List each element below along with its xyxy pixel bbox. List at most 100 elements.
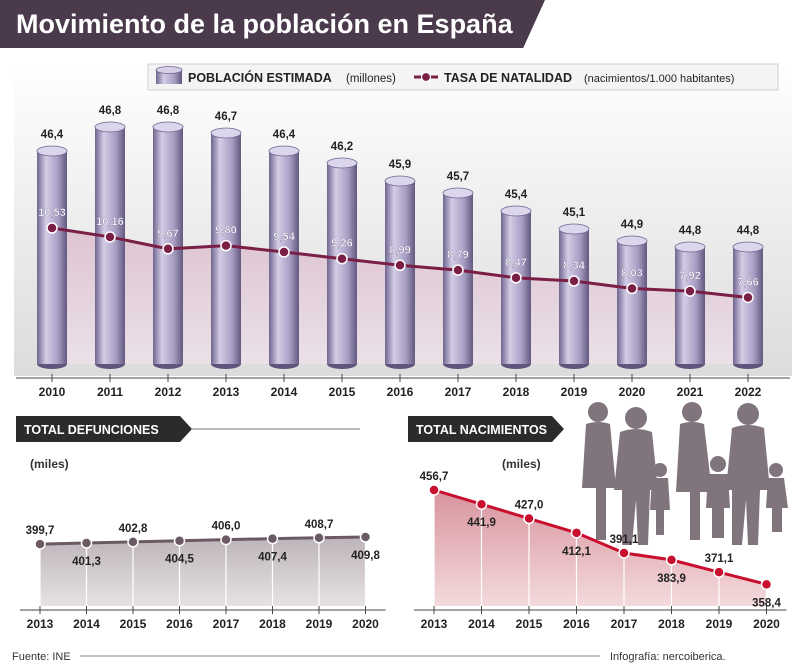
birthrate-label-2021: 7,92 (679, 270, 700, 282)
population-bar-body (443, 193, 473, 364)
deaths-x-tick-label-2019: 2019 (306, 617, 333, 631)
deaths-x-tick-label-2020: 2020 (352, 617, 379, 631)
births-label-2018: 383,9 (657, 573, 686, 585)
birthrate-label-2014: 9,54 (273, 231, 295, 243)
births-x-tick-label-2020: 2020 (753, 617, 780, 631)
deaths-x-tick-label-2018: 2018 (259, 617, 286, 631)
birthrate-point-2012 (162, 243, 174, 255)
births-line (433, 488, 767, 586)
birthrate-point-2018 (510, 272, 522, 284)
main-x-tick-label-2018: 2018 (503, 385, 530, 399)
population-bar-cap (442, 187, 474, 199)
deaths-title-tab (16, 416, 192, 442)
births-point-2019 (713, 566, 725, 578)
population-bar-2018 (500, 205, 532, 369)
births-x-tick-label-2014: 2014 (468, 617, 495, 631)
legend-population-label: POBLACIÓN ESTIMADA (188, 70, 332, 85)
legend-box (147, 63, 779, 91)
population-bar-2021 (674, 241, 706, 369)
births-point-2020 (760, 578, 773, 591)
population-label-2021: 44,8 (679, 225, 702, 237)
population-bar-body (95, 127, 125, 364)
birthrate-point-2013 (220, 239, 232, 252)
births-x-tick-label-2018: 2018 (658, 617, 685, 631)
birthrate-label-2018: 8,47 (505, 257, 526, 269)
birthrate-point-2011 (104, 231, 116, 243)
source-note: Fuente: INE (12, 651, 71, 663)
deaths-x-tick-label-2014: 2014 (73, 617, 100, 631)
population-bar-2020 (616, 235, 648, 369)
deaths-label-2015: 402,8 (119, 523, 148, 535)
credit-note: Infografía: nercoiberica. (610, 651, 726, 663)
deaths-point-2016 (173, 534, 186, 547)
births-x-tick-label-2019: 2019 (706, 617, 733, 631)
births-series: 456,7 441,9 427,0 412,1 391,1 383,9 371,1 358,4… (414, 471, 787, 631)
deaths-title: TOTAL DEFUNCIONES (24, 423, 159, 437)
deaths-line (39, 535, 366, 546)
page-title: Movimiento de la población en España (0, 0, 545, 48)
birthrate-label-2019: 8,34 (563, 260, 585, 272)
birthrate-label-2011: 10,16 (96, 216, 124, 228)
population-label-2020: 44,9 (621, 219, 643, 231)
birthrate-point-2022 (742, 291, 754, 304)
main-x-tick-label-2014: 2014 (271, 385, 298, 399)
deaths-area-fill (40, 537, 366, 606)
births-point-2016 (570, 527, 583, 539)
births-label-2013: 456,7 (420, 471, 449, 483)
births-x-tick-label-2013: 2013 (421, 617, 448, 631)
births-unit: (miles) (502, 457, 541, 471)
population-bar-cap (94, 121, 126, 133)
deaths-label-2018: 407,4 (258, 552, 287, 564)
population-bar-body (501, 211, 531, 364)
birthrate-point-2016 (394, 259, 406, 272)
population-bar-cap (268, 145, 300, 157)
legend-birthrate-label: TASA DE NATALIDAD (444, 71, 572, 85)
deaths-point-2019 (313, 532, 325, 544)
deaths-series: 399,7 401,3 402,8 404,5 406,0 407,4 408,7 409,8… (20, 519, 386, 631)
population-label-2013: 46,7 (215, 111, 237, 123)
births-label-2019: 371,1 (705, 553, 734, 565)
deaths-point-2015 (127, 536, 139, 548)
main-x-axis: 2010 2011 2012 2013 2014 2015 2016 2017 2018 2019… (16, 374, 790, 399)
population-label-2019: 45,1 (563, 207, 586, 219)
deaths-x-tick-label-2017: 2017 (213, 617, 240, 631)
population-bar-cap (500, 205, 532, 217)
main-x-tick-label-2011: 2011 (97, 385, 123, 399)
births-label-2017: 391,1 (610, 534, 639, 546)
family-silhouette-illustration (582, 402, 788, 545)
legend-birthrate-unit: (nacimientos/1.000 habitantes) (584, 73, 734, 85)
population-bar-cap (384, 175, 416, 187)
deaths-x-tick-label-2016: 2016 (166, 617, 193, 631)
birthrate-label-2012: 9,67 (157, 228, 178, 240)
deaths-point-2014 (80, 537, 93, 549)
population-bar-2017 (442, 187, 474, 369)
births-point-2015 (523, 512, 535, 525)
deaths-point-2020 (359, 531, 372, 543)
births-title: TOTAL NACIMIENTOS (416, 423, 547, 437)
main-x-tick-label-2012: 2012 (155, 385, 182, 399)
main-x-tick-label-2010: 2010 (39, 385, 66, 399)
population-bar-2010 (36, 145, 68, 369)
population-label-2016: 45,9 (389, 159, 411, 171)
birthrate-point-2021 (684, 285, 696, 297)
legend-population-unit: (millones) (346, 73, 396, 85)
population-bar-cap (732, 241, 764, 253)
births-x-tick-label-2017: 2017 (611, 617, 638, 631)
births-chart: TOTAL NACIMIENTOS (miles) 456, (408, 402, 788, 631)
deaths-label-2014: 401,3 (72, 556, 101, 568)
births-x-tick-label-2015: 2015 (516, 617, 543, 631)
deaths-point-2018 (266, 532, 279, 545)
birthrate-label-2015: 9,26 (331, 238, 352, 250)
birthrate-line-series: 10,53 10,16 9,67 9,80 9,54 9,26 8,99 8,79 8,47 8,… (38, 207, 759, 304)
deaths-label-2013: 399,7 (26, 525, 55, 537)
main-x-tick-label-2022: 2022 (735, 385, 762, 399)
population-bar-2011 (94, 121, 126, 369)
birthrate-label-2020: 8,03 (621, 268, 642, 280)
main-x-tick-label-2020: 2020 (619, 385, 646, 399)
births-point-2013 (428, 484, 440, 496)
births-area-fill (434, 490, 767, 606)
birthrate-label-2017: 8,79 (447, 249, 468, 261)
population-bar-cap (152, 121, 184, 133)
legend-line-icon (414, 71, 438, 83)
deaths-unit: (miles) (30, 457, 69, 471)
